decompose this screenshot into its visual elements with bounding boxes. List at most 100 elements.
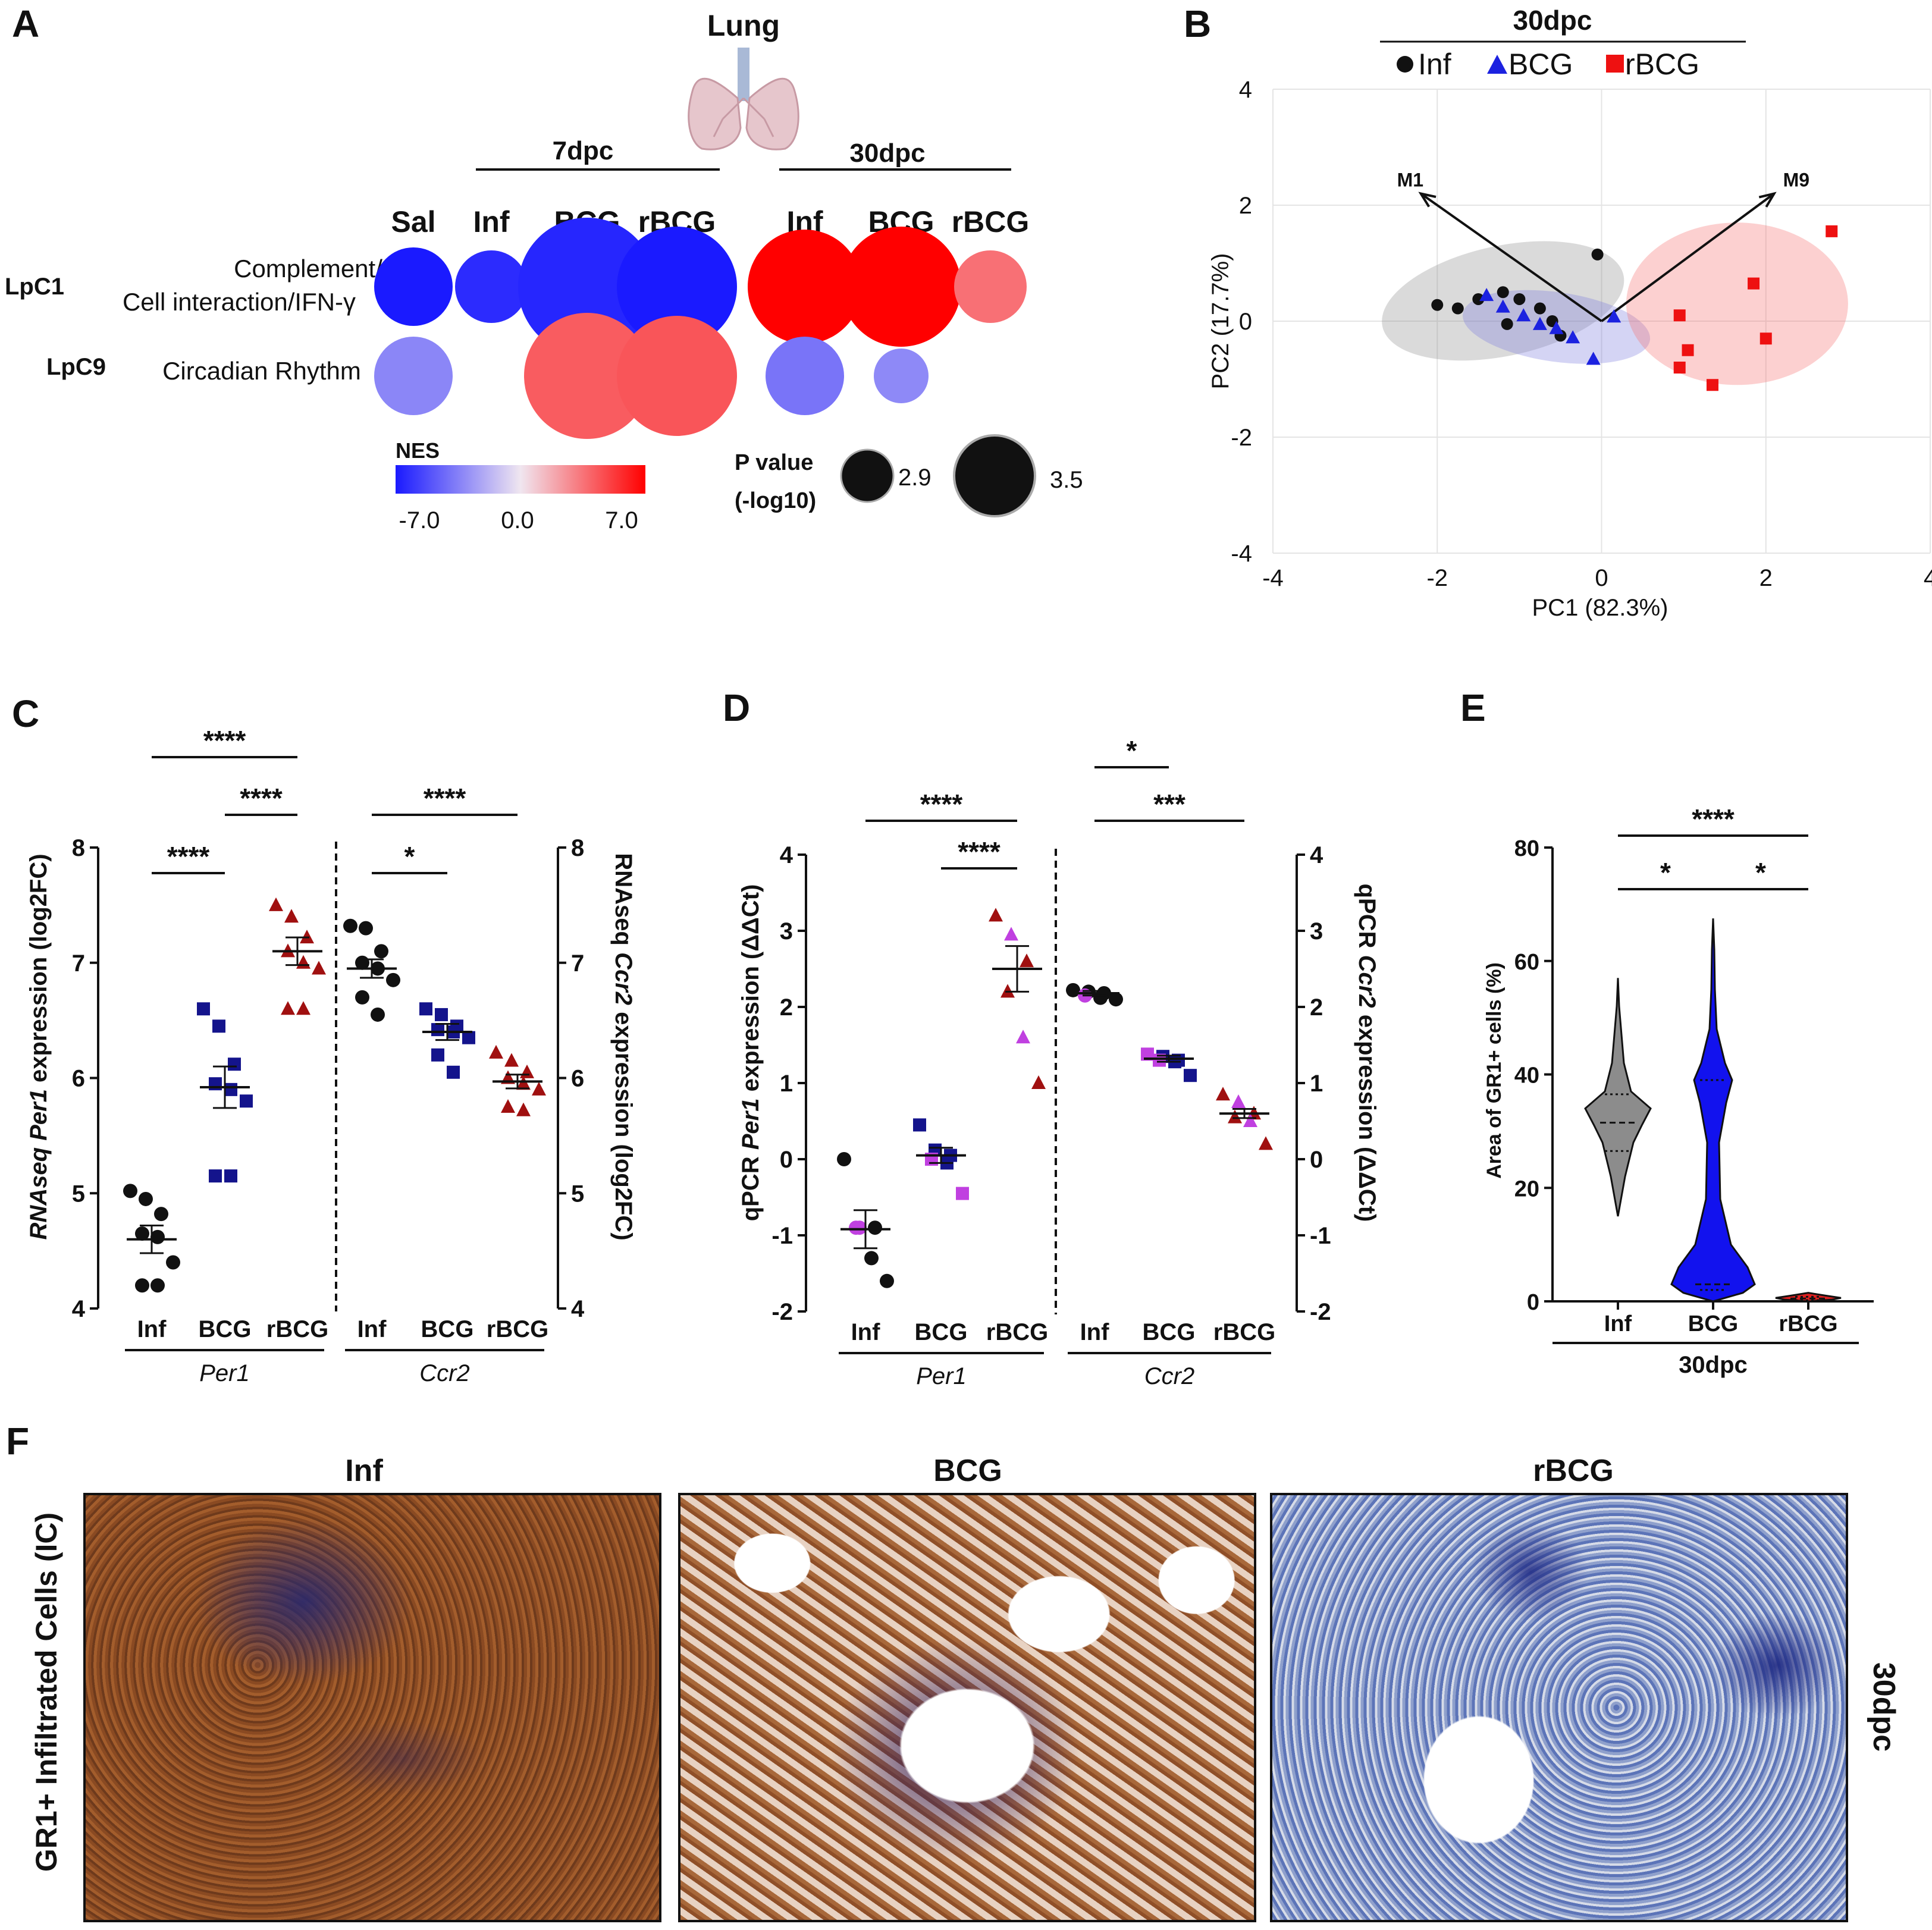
ytick-label-right: -2 <box>1310 1299 1331 1325</box>
pca-point-inf <box>1451 302 1464 315</box>
pca-xtick: 2 <box>1760 565 1773 591</box>
data-point <box>868 1220 882 1235</box>
ytick-label-right: 0 <box>1310 1147 1323 1173</box>
data-point <box>123 1184 137 1198</box>
pca-point-inf <box>1497 286 1509 299</box>
bubble-LpC1-6 <box>954 250 1027 323</box>
pca-point-bcg <box>1495 299 1510 313</box>
data-point <box>516 1102 531 1116</box>
xtick-label: Inf <box>851 1319 881 1345</box>
xtick-label: BCG <box>915 1319 968 1345</box>
e-ylabel: Area of GR1+ cells (%) <box>1483 962 1506 1179</box>
bubble-LpC1-0 <box>374 247 453 326</box>
pca-point-inf <box>1591 248 1604 261</box>
pca-xtick: -4 <box>1262 565 1284 591</box>
c-ylabel-left: RNAseq Per1 expression (log2FC) <box>26 853 52 1239</box>
xtick-label: rBCG <box>266 1316 328 1342</box>
gene-label: Per1 <box>916 1363 967 1389</box>
data-point <box>197 1002 210 1016</box>
sig-stars: **** <box>424 783 466 814</box>
arrow-label-M1: M1 <box>1397 170 1423 191</box>
group-label-30dpc: 30dpc <box>849 139 925 168</box>
data-point <box>359 921 373 936</box>
d-ylabel-right: qPCR Ccr2 expression (ΔΔCt) <box>1354 884 1380 1222</box>
data-point <box>296 1001 310 1015</box>
panel-c-letter: C <box>12 692 39 735</box>
bubble-LpC9-0 <box>374 337 453 415</box>
data-point <box>281 1001 295 1015</box>
legend-label-inf: Inf <box>1418 48 1451 81</box>
data-point <box>154 1207 168 1222</box>
xtick-label: Inf <box>357 1316 387 1342</box>
data-point <box>864 1251 879 1266</box>
photo-title-bcg: BCG <box>933 1454 1002 1488</box>
ytick-label-left: 5 <box>72 1181 85 1207</box>
data-point <box>431 1048 444 1062</box>
data-point <box>312 961 326 975</box>
data-point <box>224 1082 237 1096</box>
c-ylabel-right: RNAseq Ccr2 expression (log2FC) <box>610 853 636 1240</box>
panel-d: D 4 4 3 3 2 2 1 1 0 0 -1 -1 -2 -2 Inf BCG rBCG Inf BCG rBCG… <box>723 686 1380 1389</box>
data-point <box>284 909 299 923</box>
pca-point-bcg <box>1566 330 1580 344</box>
pca-point-bcg <box>1516 308 1531 322</box>
pca-point-bcg <box>1607 309 1622 323</box>
sig-stars: **** <box>958 836 1000 867</box>
data-point <box>371 1007 385 1022</box>
panel-a-letter: A <box>12 2 39 45</box>
pca-point-rbcg <box>1706 379 1718 391</box>
data-point <box>269 897 283 911</box>
data-point <box>532 1081 546 1096</box>
panel-f-letter: F <box>6 1420 29 1463</box>
pca-point-rbcg <box>1748 277 1760 290</box>
pval-small-label: 2.9 <box>898 465 932 491</box>
bubble-grid <box>374 218 1027 439</box>
data-point <box>1016 1030 1030 1044</box>
panel-a: A Lung 7dpc 30dpc Sal Inf BCG rBCG Inf B… <box>5 2 1083 534</box>
data-point <box>956 1187 969 1200</box>
photo-title-rbcg: rBCG <box>1533 1454 1614 1488</box>
ytick-label-left: 1 <box>780 1071 793 1097</box>
pca-xtick: 4 <box>1924 565 1932 591</box>
bubble-LpC9-4 <box>766 337 844 415</box>
xtick-label: Inf <box>1604 1311 1632 1336</box>
panel-d-letter: D <box>723 686 750 729</box>
data-point <box>150 1278 165 1293</box>
nes-title: NES <box>396 438 440 463</box>
xtick-label: rBCG <box>986 1319 1048 1345</box>
gene-label: Ccr2 <box>419 1360 469 1386</box>
data-point <box>1020 953 1034 968</box>
panel-e-letter: E <box>1460 686 1486 729</box>
micrograph-bcg <box>678 1493 1256 1922</box>
bubble-LpC1-3 <box>617 227 737 347</box>
ytick-label-left: 6 <box>72 1066 85 1092</box>
pca-point-inf <box>1431 299 1444 311</box>
data-point <box>1004 927 1018 941</box>
pca-xlabel: PC1 (82.3%) <box>1532 595 1668 621</box>
ytick-label-left: 7 <box>72 950 85 977</box>
photo-title-inf: Inf <box>345 1454 383 1488</box>
d-ylabel-left: qPCR Per1 expression (ΔΔCt) <box>738 884 764 1222</box>
data-point <box>150 1229 165 1244</box>
pval-legend-large <box>953 434 1036 517</box>
xtick-label: Inf <box>137 1316 167 1342</box>
legend-marker-inf <box>1397 56 1413 73</box>
data-point <box>520 1064 534 1078</box>
data-point <box>1243 1113 1257 1127</box>
pca-plot: -4 -2 0 2 4 4 2 0 -2 -4 M1 M9 <box>1231 77 1932 591</box>
ytick-label: 60 <box>1514 950 1539 975</box>
ytick-label-right: 4 <box>1310 842 1323 868</box>
data-point <box>447 1065 460 1079</box>
arrowhead-M1 <box>1418 192 1437 208</box>
sig-stars: * <box>1127 735 1137 766</box>
pca-ytick: 0 <box>1239 309 1252 335</box>
nes-tick-mid: 0.0 <box>501 507 534 534</box>
xtick-label: BCG <box>1143 1319 1196 1345</box>
bubble-LpC1-4 <box>748 230 862 344</box>
ytick-label-left: 8 <box>72 835 85 861</box>
pval-subtitle: (-log10) <box>735 488 816 513</box>
panel-c: C 8 8 7 7 6 6 5 5 4 4 Inf BCG rBCG Inf BCG rBCG Per1 Ccr2… <box>12 692 636 1386</box>
pca-point-rbcg <box>1826 225 1838 237</box>
micrograph-rbcg <box>1270 1493 1848 1922</box>
data-point <box>240 1094 253 1108</box>
